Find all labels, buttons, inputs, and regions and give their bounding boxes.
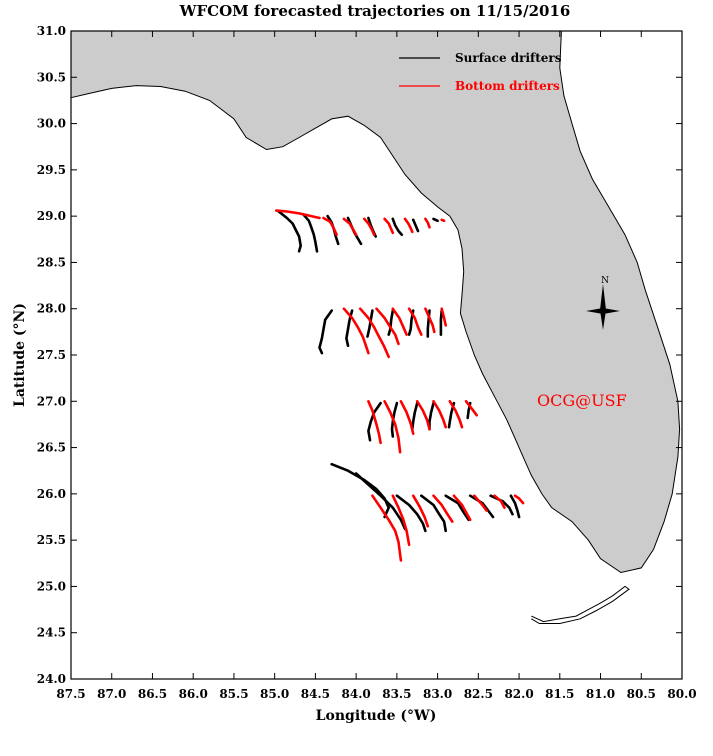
land-layer (70, 30, 681, 624)
x-tick-label: 84.0 (342, 687, 371, 701)
bottom-drifter-track (424, 307, 436, 334)
x-axis-label: Longitude (°W) (316, 708, 437, 724)
bottom-drifter-track (375, 307, 400, 346)
x-tick-label: 85.5 (219, 687, 248, 701)
y-tick-label: 24.5 (37, 626, 66, 640)
bottom-drifter-track (448, 399, 464, 429)
surface-drifter-track (395, 494, 427, 533)
bottom-drifter-track (407, 307, 423, 336)
surface-drifter-track (391, 217, 404, 236)
surface-drifter-track (419, 494, 448, 533)
x-tick-label: 81.5 (545, 687, 574, 701)
bottom-drifter-track (371, 494, 403, 562)
y-axis: 24.0 24.5 25.0 25.5 26.0 26.5 27.0 27.5 28.0 28.5… (37, 24, 682, 686)
surface-drifter-track (301, 213, 319, 253)
surface-drifter-track (411, 218, 420, 233)
bottom-drifter-track (322, 216, 338, 236)
watermark-ocg-usf: OCG@USF (537, 391, 627, 410)
bottom-drifter-track (440, 218, 446, 223)
surface-drifter-track (387, 309, 395, 336)
bottom-drifter-track (513, 494, 525, 505)
florida-keys (531, 585, 630, 624)
y-tick-label: 25.0 (37, 579, 66, 593)
surface-drifter-track (410, 401, 419, 431)
bottom-drifter-track (367, 399, 382, 445)
bottom-drifter-track (493, 494, 506, 510)
bottom-drifter-track (464, 399, 479, 417)
y-tick-label: 25.5 (37, 533, 66, 547)
y-tick-label: 29.5 (37, 163, 66, 177)
bottom-drifter-track (440, 307, 448, 327)
bottom-drifter-track (403, 217, 414, 234)
bottom-drifter-track (274, 209, 321, 220)
compass-north-label: N (601, 276, 609, 286)
surface-drifter-track (439, 309, 444, 336)
x-tick-label: 86.0 (179, 687, 208, 701)
x-tick-label: 86.5 (138, 687, 167, 701)
surface-drifter-track (330, 462, 391, 519)
x-tick-label: 82.0 (504, 687, 533, 701)
x-tick-label: 83.5 (382, 687, 411, 701)
plot-area: Surface drifters Bottom drifters OCG@USF… (70, 30, 683, 680)
surface-drifter-track (367, 401, 382, 442)
y-tick-label: 26.0 (37, 487, 66, 501)
legend-label-surface: Surface drifters (455, 51, 562, 65)
compass-rose-icon: N (586, 276, 620, 330)
legend: Surface drifters Bottom drifters (399, 51, 562, 93)
x-tick-label: 87.5 (56, 687, 85, 701)
bottom-drifter-track (358, 307, 391, 359)
bottom-drifter-track (415, 399, 431, 431)
surface-drifter-track (354, 472, 407, 531)
surface-drifter-track (366, 309, 374, 338)
x-tick-label: 80.0 (667, 687, 696, 701)
x-tick-label: 80.5 (627, 687, 656, 701)
bottom-drifter-track (391, 307, 408, 336)
x-tick-label: 87.0 (97, 687, 126, 701)
bottom-drifter-track (432, 399, 448, 429)
y-axis-label: Latitude (°N) (12, 303, 28, 407)
bottom-drifter-track (342, 217, 358, 236)
x-tick-label: 84.5 (301, 687, 330, 701)
track-layer (274, 209, 525, 562)
bottom-drifter-track (472, 494, 488, 512)
bottom-drifter-track (391, 494, 411, 547)
y-tick-label: 26.5 (37, 441, 66, 455)
florida-landmass (70, 30, 681, 574)
y-tick-label: 27.5 (37, 348, 66, 362)
surface-drifter-track (432, 217, 439, 223)
y-tick-label: 28.0 (37, 302, 66, 316)
legend-label-bottom: Bottom drifters (455, 79, 560, 93)
chart-title: WFCOM forecasted trajectories on 11/15/2… (179, 2, 571, 20)
surface-drifter-track (444, 494, 470, 522)
bottom-drifter-track (383, 399, 402, 454)
x-tick-label: 83.0 (423, 687, 452, 701)
bottom-drifter-track (411, 494, 430, 528)
bottom-drifter-track (362, 217, 376, 236)
surface-drifter-track (509, 494, 521, 519)
surface-drifter-track (318, 309, 334, 355)
bottom-drifter-track (452, 494, 472, 522)
x-tick-label: 82.5 (464, 687, 493, 701)
x-tick-label: 81.0 (586, 687, 615, 701)
y-tick-label: 30.0 (37, 117, 66, 131)
bottom-drifter-track (399, 399, 415, 436)
bottom-drifter-track (342, 307, 370, 355)
x-tick-label: 85.0 (260, 687, 289, 701)
y-tick-label: 24.0 (37, 672, 66, 686)
y-tick-label: 30.5 (37, 70, 66, 84)
y-tick-label: 28.5 (37, 255, 66, 269)
y-tick-label: 29.0 (37, 209, 66, 223)
bottom-drifter-track (424, 217, 431, 229)
x-axis: 87.5 87.0 86.5 86.0 85.5 85.0 84.5 84.0 83.5 83.0… (56, 31, 697, 701)
y-tick-label: 27.0 (37, 394, 66, 408)
bottom-drifter-track (383, 217, 395, 235)
bottom-drifter-track (432, 494, 454, 523)
y-tick-label: 31.0 (37, 24, 66, 38)
surface-drifter-track (277, 210, 303, 253)
